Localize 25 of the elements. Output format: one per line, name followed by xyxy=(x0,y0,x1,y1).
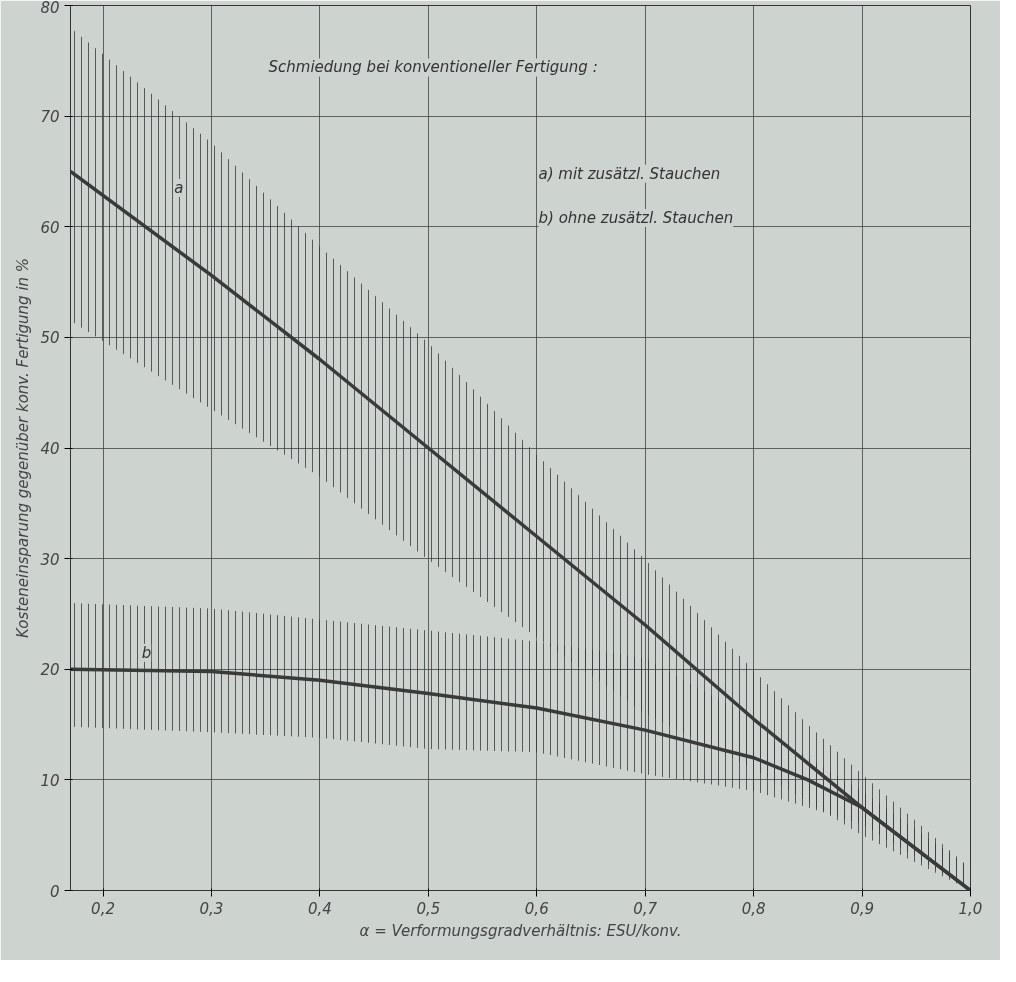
y-tick-label: 0 xyxy=(49,882,60,901)
x-tick-label: 0,4 xyxy=(307,899,332,918)
x-tick-label: 0,8 xyxy=(741,899,766,918)
y-tick-label: 20 xyxy=(40,661,60,680)
annotation: a xyxy=(174,179,184,198)
annotation: b xyxy=(141,643,152,662)
y-tick-label: 50 xyxy=(40,329,60,348)
x-tick-label: 0,9 xyxy=(850,899,874,918)
y-tick-label: 30 xyxy=(40,550,60,569)
y-tick-label: 40 xyxy=(40,440,60,458)
x-tick-label: 0,2 xyxy=(91,899,115,918)
annotation: Schmiedung bei konventioneller Fertigung : xyxy=(268,58,598,77)
y-tick-label: 80 xyxy=(40,0,60,17)
x-tick-label: 0,7 xyxy=(633,899,658,918)
x-tick-label: 0,3 xyxy=(199,899,224,918)
x-tick-label: 0,6 xyxy=(524,899,549,918)
y-tick-label: 70 xyxy=(40,108,60,127)
x-tick-label: 1,0 xyxy=(958,899,983,918)
y-tick-label: 60 xyxy=(40,218,60,237)
y-tick-label: 10 xyxy=(40,771,60,790)
annotation: b) ohne zusätzl. Stauchen xyxy=(538,208,734,227)
x-tick-label: 0,5 xyxy=(416,899,441,918)
y-axis-title: Kosteneinsparung gegenüber konv. Fertigung in % xyxy=(14,257,33,639)
annotation: a) mit zusätzl. Stauchen xyxy=(538,164,721,183)
x-axis-title: α = Verformungsgradverhältnis: ESU/konv. xyxy=(359,921,682,940)
